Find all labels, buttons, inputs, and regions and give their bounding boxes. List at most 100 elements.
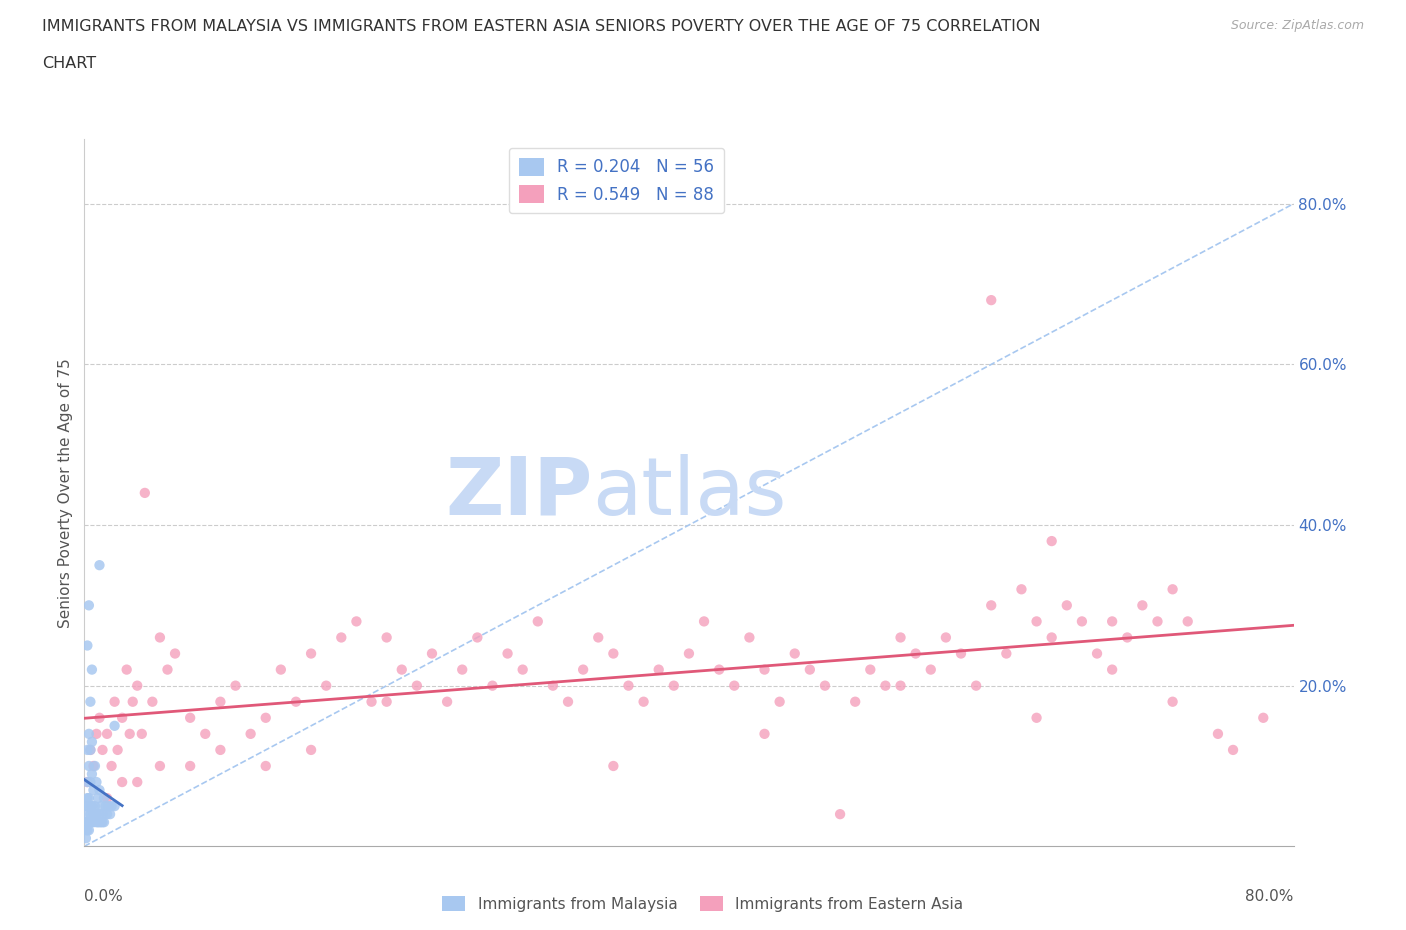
Point bbox=[830, 806, 852, 821]
Point bbox=[86, 815, 108, 830]
Point bbox=[89, 815, 111, 830]
Point bbox=[86, 806, 108, 821]
Point bbox=[91, 742, 114, 757]
Point bbox=[127, 775, 149, 790]
Point bbox=[94, 799, 117, 814]
Point bbox=[814, 678, 837, 693]
Point bbox=[209, 742, 232, 757]
Point bbox=[299, 742, 322, 757]
Point bbox=[890, 678, 912, 693]
Point bbox=[194, 726, 217, 741]
Point bbox=[1056, 598, 1078, 613]
Point bbox=[239, 726, 262, 741]
Point bbox=[1101, 614, 1123, 629]
Point bbox=[588, 630, 610, 644]
Point bbox=[89, 806, 111, 821]
Point bbox=[1040, 534, 1063, 549]
Point bbox=[76, 775, 98, 790]
Point bbox=[118, 726, 141, 741]
Point bbox=[875, 678, 897, 693]
Point bbox=[141, 695, 163, 710]
Point bbox=[209, 695, 232, 710]
Point bbox=[115, 662, 138, 677]
Point bbox=[93, 815, 115, 830]
Point bbox=[754, 726, 776, 741]
Point bbox=[904, 646, 927, 661]
Point bbox=[420, 646, 443, 661]
Legend: Immigrants from Malaysia, Immigrants from Eastern Asia: Immigrants from Malaysia, Immigrants fro… bbox=[436, 889, 970, 918]
Point bbox=[84, 806, 107, 821]
Point bbox=[270, 662, 292, 677]
Point bbox=[799, 662, 821, 677]
Point bbox=[84, 799, 107, 814]
Point bbox=[76, 742, 98, 757]
Point bbox=[1130, 598, 1153, 613]
Point bbox=[512, 662, 534, 677]
Point bbox=[87, 790, 110, 805]
Point bbox=[526, 614, 548, 629]
Point bbox=[82, 759, 104, 774]
Point bbox=[76, 638, 98, 653]
Point bbox=[96, 790, 118, 805]
Point bbox=[391, 662, 413, 677]
Point bbox=[1116, 630, 1139, 644]
Point bbox=[602, 646, 624, 661]
Point bbox=[920, 662, 942, 677]
Point bbox=[360, 695, 382, 710]
Point bbox=[859, 662, 882, 677]
Point bbox=[82, 783, 104, 798]
Point bbox=[98, 806, 121, 821]
Point bbox=[541, 678, 564, 693]
Point bbox=[935, 630, 957, 644]
Point bbox=[89, 711, 111, 725]
Point bbox=[1040, 630, 1063, 644]
Text: 80.0%: 80.0% bbox=[1246, 889, 1294, 904]
Point bbox=[77, 790, 100, 805]
Point bbox=[467, 630, 489, 644]
Point bbox=[496, 646, 519, 661]
Point bbox=[96, 726, 118, 741]
Point bbox=[111, 775, 134, 790]
Point bbox=[662, 678, 685, 693]
Point bbox=[107, 742, 129, 757]
Point bbox=[254, 711, 277, 725]
Point bbox=[100, 799, 122, 814]
Text: ZIP: ZIP bbox=[444, 454, 592, 532]
Text: IMMIGRANTS FROM MALAYSIA VS IMMIGRANTS FROM EASTERN ASIA SENIORS POVERTY OVER TH: IMMIGRANTS FROM MALAYSIA VS IMMIGRANTS F… bbox=[42, 19, 1040, 33]
Point bbox=[769, 695, 792, 710]
Point bbox=[77, 823, 100, 838]
Point bbox=[375, 695, 398, 710]
Point bbox=[284, 695, 308, 710]
Point bbox=[1251, 711, 1274, 725]
Point bbox=[225, 678, 247, 693]
Point bbox=[709, 662, 731, 677]
Point bbox=[149, 759, 172, 774]
Point bbox=[75, 815, 97, 830]
Point bbox=[1010, 582, 1032, 597]
Point bbox=[86, 775, 108, 790]
Point bbox=[1222, 742, 1244, 757]
Point bbox=[80, 662, 103, 677]
Point bbox=[1146, 614, 1168, 629]
Point bbox=[96, 806, 118, 821]
Point bbox=[1161, 582, 1184, 597]
Point bbox=[647, 662, 671, 677]
Point bbox=[1085, 646, 1108, 661]
Text: 0.0%: 0.0% bbox=[84, 889, 124, 904]
Point bbox=[77, 815, 100, 830]
Point bbox=[75, 823, 97, 838]
Point bbox=[87, 815, 110, 830]
Point bbox=[79, 815, 101, 830]
Point bbox=[80, 815, 103, 830]
Point bbox=[754, 662, 776, 677]
Point bbox=[86, 726, 108, 741]
Point bbox=[79, 695, 101, 710]
Point bbox=[1071, 614, 1094, 629]
Point bbox=[1161, 695, 1184, 710]
Point bbox=[1025, 614, 1047, 629]
Point bbox=[572, 662, 595, 677]
Point bbox=[633, 695, 655, 710]
Point bbox=[254, 759, 277, 774]
Point bbox=[84, 759, 107, 774]
Point bbox=[104, 718, 127, 733]
